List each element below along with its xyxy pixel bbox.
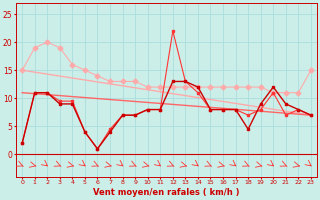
X-axis label: Vent moyen/en rafales ( km/h ): Vent moyen/en rafales ( km/h ) — [93, 188, 240, 197]
